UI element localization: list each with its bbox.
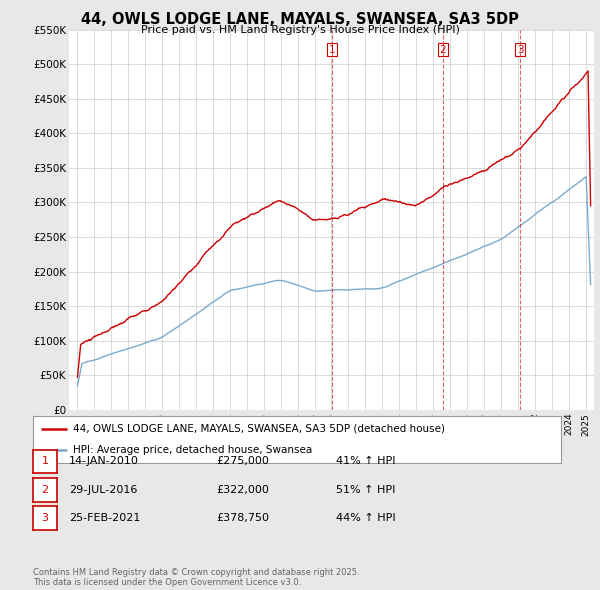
Text: 44, OWLS LODGE LANE, MAYALS, SWANSEA, SA3 5DP (detached house): 44, OWLS LODGE LANE, MAYALS, SWANSEA, SA… — [73, 424, 445, 434]
Text: HPI: Average price, detached house, Swansea: HPI: Average price, detached house, Swan… — [73, 445, 312, 455]
Text: 51% ↑ HPI: 51% ↑ HPI — [336, 485, 395, 494]
Text: 1: 1 — [41, 457, 49, 466]
Text: 2: 2 — [41, 485, 49, 494]
Text: 25-FEB-2021: 25-FEB-2021 — [69, 513, 140, 523]
Text: 3: 3 — [41, 513, 49, 523]
Text: £275,000: £275,000 — [216, 457, 269, 466]
Text: 14-JAN-2010: 14-JAN-2010 — [69, 457, 139, 466]
Text: 1: 1 — [329, 45, 335, 55]
Text: 3: 3 — [517, 45, 524, 55]
Text: 44% ↑ HPI: 44% ↑ HPI — [336, 513, 395, 523]
Text: Contains HM Land Registry data © Crown copyright and database right 2025.
This d: Contains HM Land Registry data © Crown c… — [33, 568, 359, 587]
Text: £378,750: £378,750 — [216, 513, 269, 523]
Text: 2: 2 — [439, 45, 446, 55]
Text: £322,000: £322,000 — [216, 485, 269, 494]
Text: 41% ↑ HPI: 41% ↑ HPI — [336, 457, 395, 466]
Text: 29-JUL-2016: 29-JUL-2016 — [69, 485, 137, 494]
Text: Price paid vs. HM Land Registry's House Price Index (HPI): Price paid vs. HM Land Registry's House … — [140, 25, 460, 35]
Text: 44, OWLS LODGE LANE, MAYALS, SWANSEA, SA3 5DP: 44, OWLS LODGE LANE, MAYALS, SWANSEA, SA… — [81, 12, 519, 27]
